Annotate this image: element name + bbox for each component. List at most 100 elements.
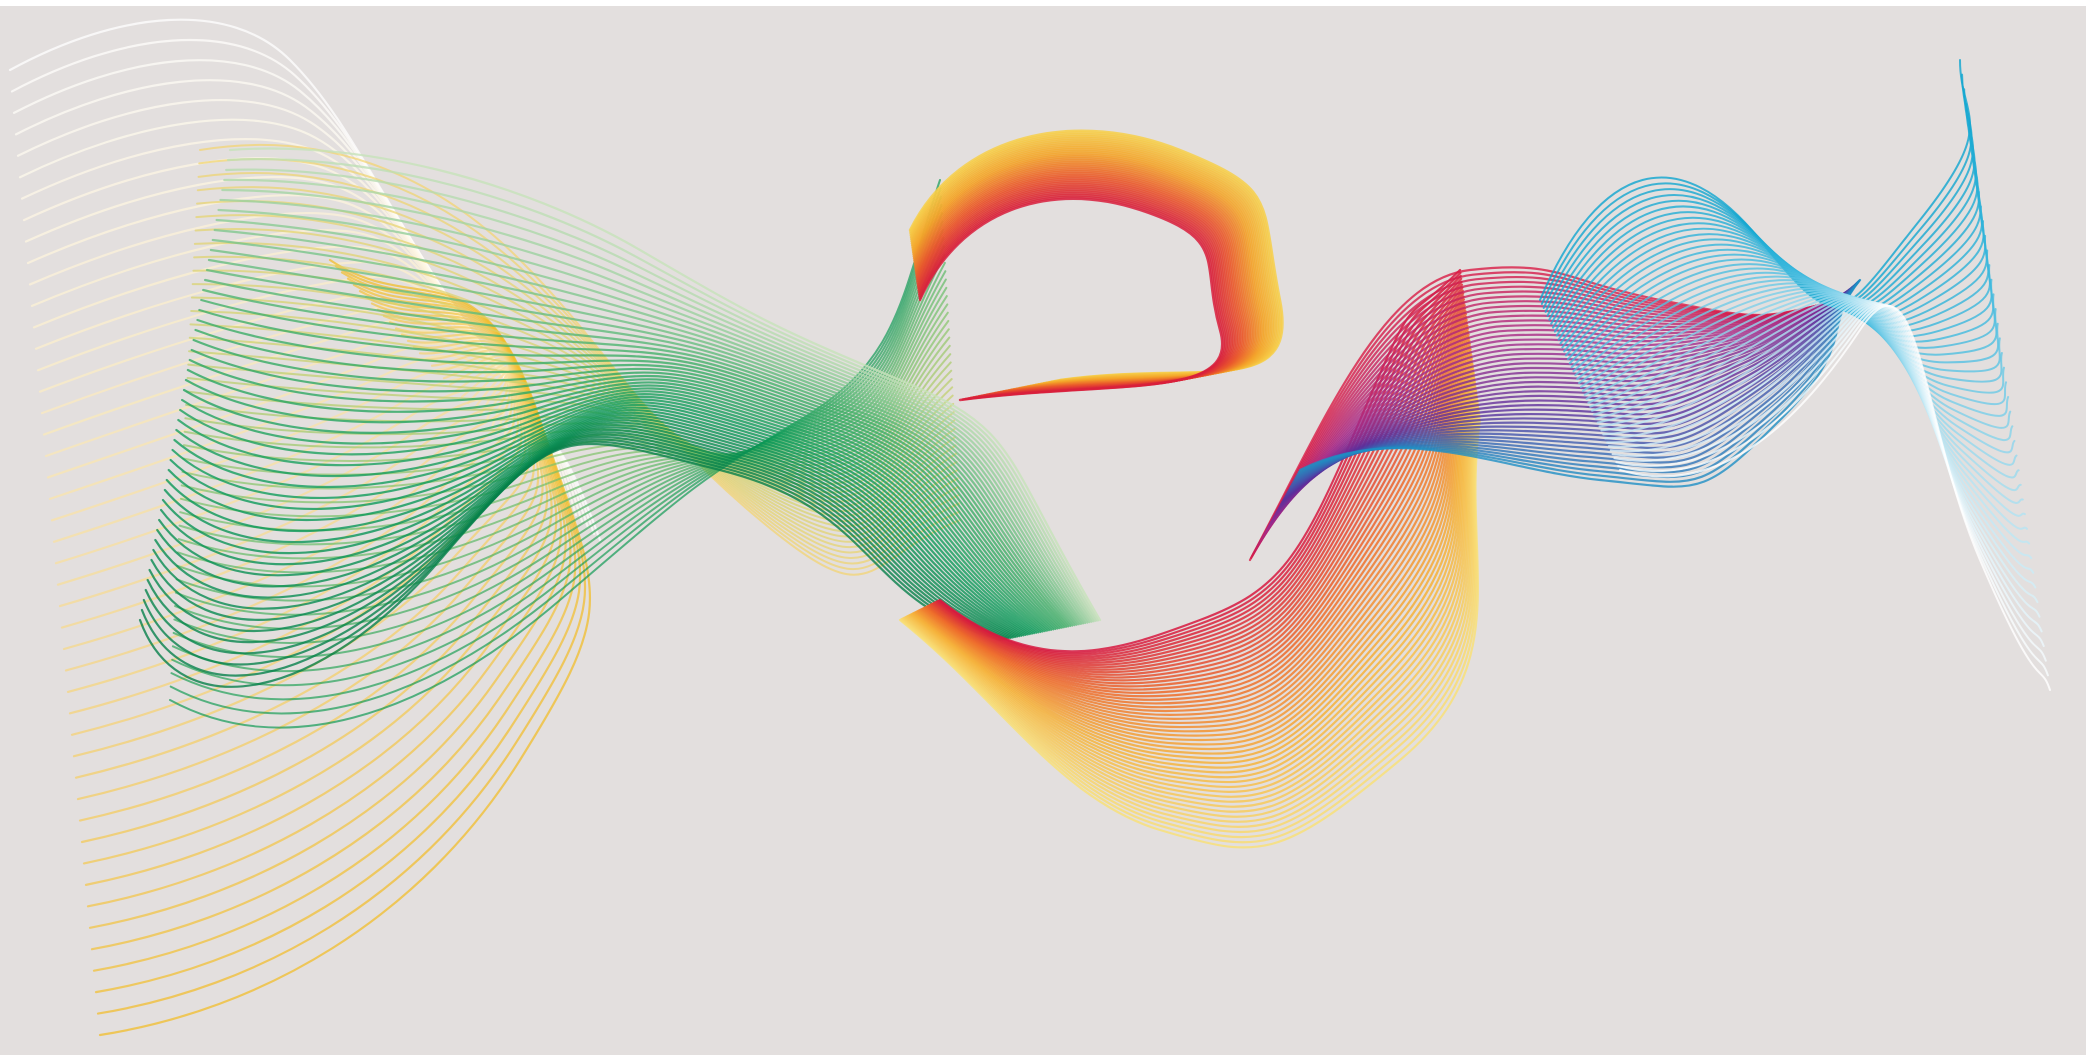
green-wave-ribbon-strand <box>142 438 1006 666</box>
yellow-orange-red-band-ribbon-strand <box>912 368 1475 765</box>
cream-yellow-left-ribbon-strand <box>86 296 563 908</box>
yellow-orange-red-band-ribbon-strand <box>908 383 1477 789</box>
green-wave-ribbon-strand <box>159 416 1025 637</box>
magenta-purple-blue-ribbon-strand <box>1263 293 1847 536</box>
cyan-blue-right-ribbon-strand <box>1604 300 2035 574</box>
yellow-orange-red-band-ribbon-strand <box>899 415 1481 844</box>
green-wave-ribbon-strand <box>225 168 1097 622</box>
green-wave-ribbon-strand <box>204 278 1074 627</box>
yellow-orange-red-band-ribbon-strand <box>902 404 1480 823</box>
cream-yellow-left-ribbon-strand <box>74 333 535 779</box>
green-wave-ribbon-strand <box>200 298 1070 628</box>
green-wave-ribbon-strand <box>154 423 1019 638</box>
yellow-green-swirl-ribbon-strand <box>193 241 958 538</box>
green-wave-ribbon-strand <box>194 328 1063 629</box>
green-wave-ribbon-strand <box>223 178 1095 623</box>
cyan-blue-right-ribbon <box>1539 59 2051 691</box>
green-wave-ribbon-strand <box>211 238 1082 625</box>
yellow-orange-red-band-ribbon-strand <box>913 363 1474 755</box>
green-wave-ribbon-strand <box>161 414 1027 636</box>
green-wave-ribbon-strand <box>148 431 1012 639</box>
magenta-purple-blue-ribbon-strand <box>1264 292 1848 534</box>
yellow-orange-red-band-ribbon-strand <box>918 345 1472 729</box>
yellow-orange-red-band-ribbon-strand <box>905 395 1478 808</box>
green-wave-ribbon-strand <box>190 348 1059 630</box>
green-wave-ribbon-strand <box>165 409 1031 636</box>
cream-yellow-left-ribbon-strand <box>98 258 592 1037</box>
orange-red-loop-ribbon-strand <box>918 197 1224 402</box>
green-wave-ribbon-strand <box>175 395 1042 634</box>
green-wave-ribbon-strand <box>152 426 1016 639</box>
yellow-orange-red-band-ribbon-strand <box>903 401 1479 818</box>
green-wave-ribbon-strand <box>150 428 1014 639</box>
green-wave-ribbon-strand <box>163 411 1029 636</box>
green-wave-ribbon-strand <box>213 228 1085 625</box>
green-wave-ribbon-strand <box>192 338 1061 630</box>
magenta-purple-blue-ribbon-strand <box>1277 287 1853 510</box>
magenta-purple-blue-ribbon-strand <box>1294 280 1860 480</box>
green-wave-ribbon-strand <box>188 358 1057 631</box>
yellow-orange-red-band-ribbon-strand <box>938 268 1462 653</box>
yellow-orange-red-band-ribbon-strand <box>901 410 1480 834</box>
green-wave-ribbon-strand <box>226 158 1099 622</box>
yellow-orange-red-band-ribbon-strand <box>902 407 1480 828</box>
yellow-green-swirl-ribbon-strand <box>176 261 946 588</box>
yellow-green-swirl-ribbon-strand <box>169 187 942 715</box>
yellow-orange-red-band-ribbon-strand <box>926 315 1468 691</box>
yellow-orange-red-band-ribbon-strand <box>904 398 1479 813</box>
yellow-green-swirl-ribbon-strand <box>174 245 945 616</box>
green-wave-ribbon-strand <box>196 318 1065 629</box>
magenta-purple-blue-ribbon-strand <box>1285 284 1856 496</box>
yellow-green-swirl-ribbon-strand <box>169 179 941 729</box>
green-wave-ribbon-strand <box>173 398 1040 634</box>
magenta-purple-blue-ribbon-strand <box>1278 286 1854 508</box>
cream-yellow-left-ribbon-strand <box>84 302 558 886</box>
cyan-blue-right-ribbon-strand <box>1598 298 2028 530</box>
green-wave-ribbon-strand <box>144 436 1008 655</box>
yellow-orange-red-band-ribbon-strand <box>936 277 1463 658</box>
yellow-orange-red-band-ribbon-strand <box>898 418 1482 849</box>
green-wave-ribbon-strand <box>198 308 1068 628</box>
yellow-green-swirl-ribbon-strand <box>190 309 956 513</box>
cyan-blue-right-ribbon-strand <box>1607 301 2039 604</box>
cyan-blue-right-ribbon-strand <box>1619 304 2051 691</box>
green-wave-ribbon-strand <box>217 208 1089 624</box>
yellow-orange-red-band-ribbon-strand <box>931 295 1465 671</box>
cyan-blue-right-ribbon-strand <box>1596 297 2026 517</box>
yellow-green-swirl-ribbon-strand <box>170 195 942 701</box>
yellow-orange-red-band-ribbon-strand <box>911 371 1475 769</box>
yellow-orange-red-band-ribbon-strand <box>906 389 1478 798</box>
cyan-blue-right-ribbon-strand <box>1594 296 2024 504</box>
orange-red-loop-ribbon <box>908 129 1284 402</box>
yellow-orange-red-band-ribbon-strand <box>923 324 1469 701</box>
green-wave-ribbon-strand <box>167 406 1034 635</box>
cyan-blue-right-ribbon-strand <box>1609 302 2041 618</box>
yellow-orange-red-band-ribbon-strand <box>910 374 1476 774</box>
cyan-blue-right-ribbon-strand <box>1605 300 2037 589</box>
cyan-blue-right-ribbon-strand <box>1592 295 2022 492</box>
yellow-green-swirl-ribbon-strand <box>171 212 943 673</box>
green-wave-ribbon-strand <box>158 419 1023 637</box>
cyan-blue-right-ribbon-strand <box>1613 303 2045 648</box>
green-wave-ribbon-strand <box>182 384 1051 632</box>
cyan-blue-right-ribbon-strand <box>1617 304 2049 677</box>
green-wave-ribbon-strand <box>179 390 1046 633</box>
cream-yellow-left-ribbon-strand <box>94 271 582 994</box>
yellow-green-swirl-ribbon-strand <box>185 369 953 485</box>
ribbon-layer <box>8 18 2051 1037</box>
cyan-blue-right-ribbon-strand <box>1611 302 2043 633</box>
green-wave-ribbon-strand <box>184 378 1053 631</box>
green-wave-ribbon-strand <box>171 401 1038 634</box>
green-wave-ribbon-strand <box>219 198 1091 624</box>
green-wave-ribbon-strand <box>156 421 1021 638</box>
yellow-orange-red-band-ribbon-strand <box>909 380 1476 784</box>
green-wave-ribbon-strand <box>228 147 1102 622</box>
magenta-purple-blue-ribbon-strand <box>1291 282 1858 486</box>
magenta-purple-blue-ribbon-strand <box>1298 278 1862 488</box>
green-wave-ribbon-strand <box>169 403 1036 635</box>
cyan-blue-right-ribbon-strand <box>1602 299 2033 560</box>
yellow-orange-red-band-ribbon-strand <box>914 360 1474 751</box>
yellow-orange-red-band-ribbon-strand <box>933 289 1464 667</box>
